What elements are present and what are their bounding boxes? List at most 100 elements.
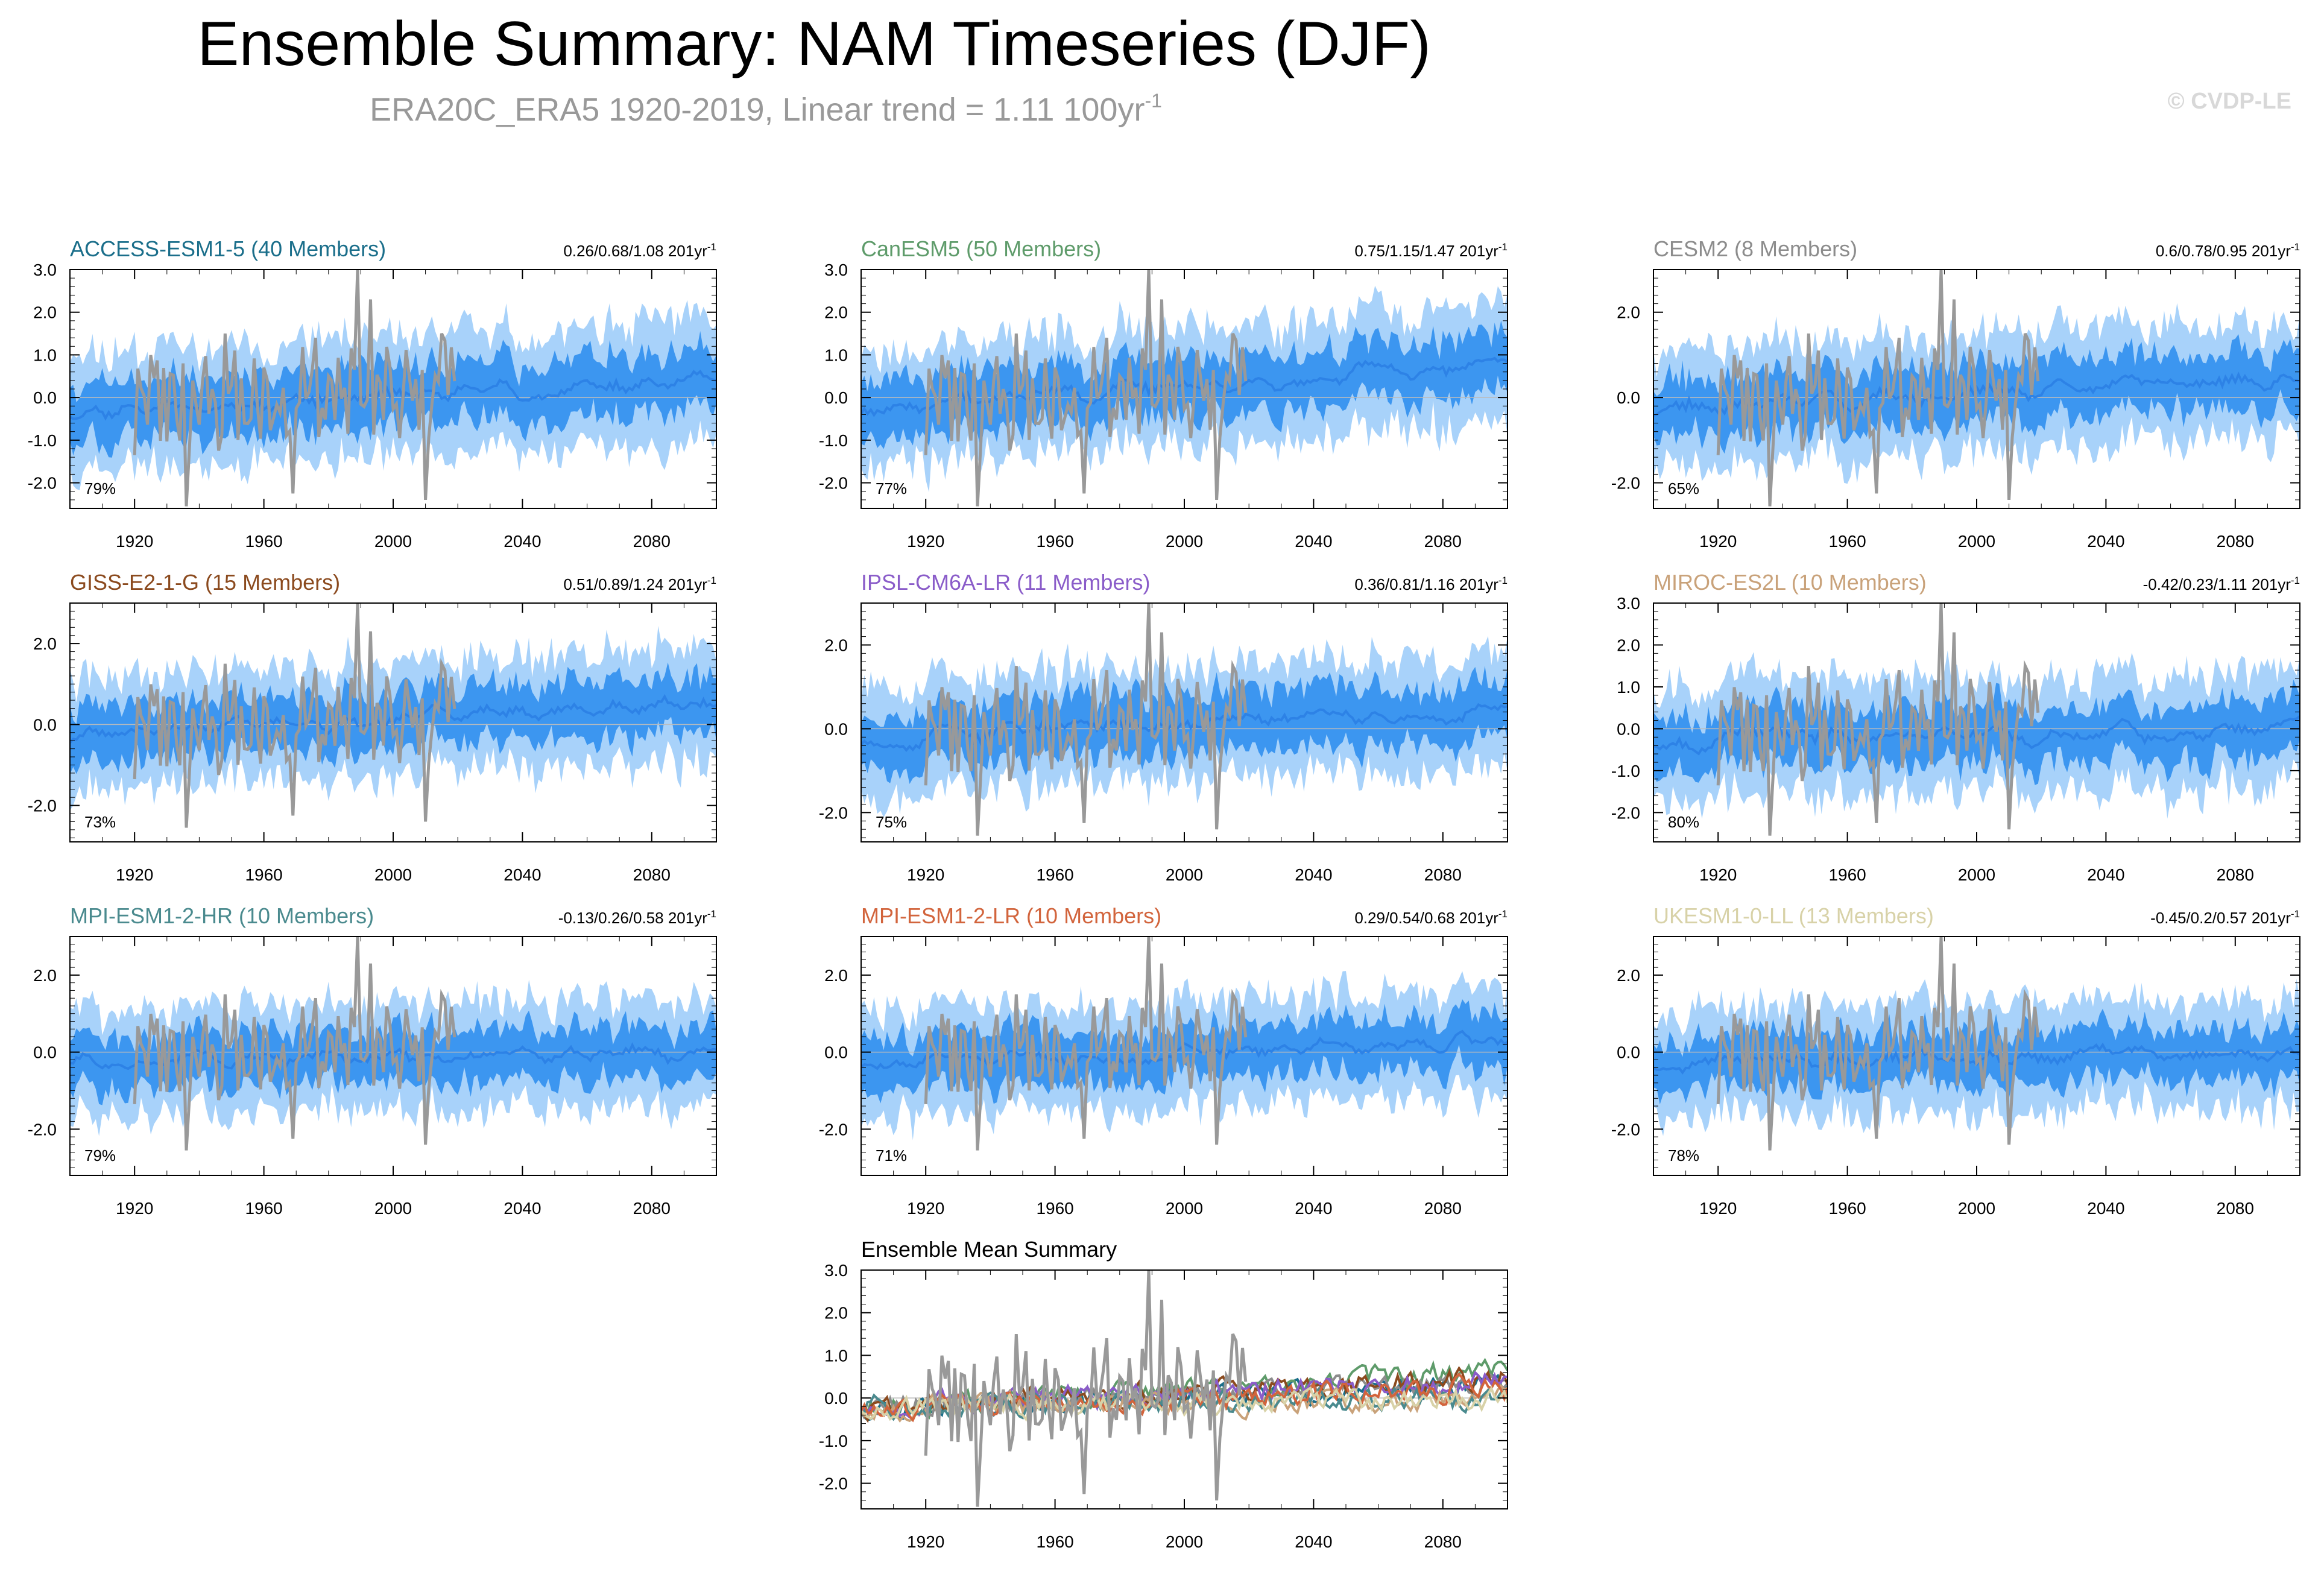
x-tick-label: 2000 [374,865,412,884]
x-tick-label: 1960 [1036,532,1073,551]
panel-9: UKESM1-0-LL (13 Members) -0.45/0.2/0.57 2… [1611,903,2300,1218]
y-tick-label: -1.0 [28,431,57,450]
x-tick-label: 1920 [116,532,153,551]
observation-line [133,603,456,828]
y-tick-label: 0.0 [1617,388,1640,407]
x-tick-label: 2000 [374,532,412,551]
x-tick-label: 2080 [633,1199,671,1218]
panel-title: GISS-E2-1-G (15 Members) [70,570,340,595]
x-tick-label: 1960 [1036,1199,1073,1218]
panel-10: Ensemble Mean Summary 3.0 2.0 1.0 0.0 -1.0 -2.… [819,1237,1508,1551]
x-tick-label: 2000 [1958,532,1995,551]
plot-area [1653,603,2300,836]
x-tick-label: 2040 [1295,1199,1332,1218]
y-tick-label: 1.0 [824,1346,848,1365]
y-tick-label: 3.0 [1617,594,1640,613]
y-tick-label: 2.0 [1617,636,1640,654]
y-tick-label: 2.0 [33,966,57,985]
y-tick-label: -1.0 [1611,762,1640,780]
observation-line [924,270,1248,507]
y-tick-label: 1.0 [1617,678,1640,697]
x-tick-label: 1920 [907,865,944,884]
plot-area [70,603,716,828]
x-tick-label: 2080 [1424,532,1462,551]
x-tick-label: 2080 [633,865,671,884]
panel-6: MIROC-ES2L (10 Members) -0.42/0.23/1.11 2… [1611,570,2300,884]
panel-3: CESM2 (8 Members) 0.6/0.78/0.95 201yr-1 2.… [1611,236,2300,551]
ensemble-mean-series [861,1385,1508,1422]
y-tick-label: 0.0 [824,1389,848,1408]
panel-title: CESM2 (8 Members) [1653,236,1857,261]
x-tick-label: 2000 [1166,1199,1203,1218]
plot-area [1653,270,2300,507]
x-tick-label: 1960 [245,1199,282,1218]
x-tick-label: 2080 [2217,1199,2254,1218]
panel-5: IPSL-CM6A-LR (11 Members) 0.36/0.81/1.16 … [819,570,1508,884]
observation-line [1716,270,2040,507]
observation-line [133,937,456,1151]
x-tick-label: 1920 [907,532,944,551]
pattern-correlation-label: 73% [84,813,116,831]
panel-trend-label: 0.51/0.89/1.24 201yr-1 [563,575,716,593]
x-tick-label: 1920 [1699,532,1737,551]
plot-area [861,1270,1508,1507]
panel-8: MPI-ESM1-2-LR (10 Members) 0.29/0.54/0.68… [819,903,1508,1218]
panel-title: MPI-ESM1-2-LR (10 Members) [861,903,1161,928]
observation-line [1716,603,2040,836]
figure-subtitle: ERA20C_ERA5 1920-2019, Linear trend = 1.… [370,90,1162,128]
panel-title: MIROC-ES2L (10 Members) [1653,570,1927,595]
y-tick-label: -2.0 [1611,1120,1640,1139]
panel-trend-label: -0.42/0.23/1.11 201yr-1 [2143,575,2300,593]
x-tick-label: 2080 [1424,1199,1462,1218]
pattern-correlation-label: 75% [876,813,907,831]
x-tick-label: 1960 [1828,865,1866,884]
x-tick-label: 2040 [2087,532,2124,551]
y-tick-label: 0.0 [33,715,57,734]
copyright-mark: © CVDP-LE [2168,89,2291,114]
panel-trend-label: -0.45/0.2/0.57 201yr-1 [2150,908,2300,927]
x-tick-label: 2080 [1424,1532,1462,1551]
y-tick-label: 3.0 [824,1261,848,1280]
y-tick-label: -2.0 [819,1475,848,1493]
y-tick-label: 2.0 [824,1304,848,1323]
y-tick-label: 3.0 [33,261,57,279]
y-tick-label: 0.0 [1617,719,1640,738]
pattern-correlation-label: 80% [1668,813,1699,831]
ensemble-inner-band [861,320,1508,449]
x-tick-label: 2040 [2087,865,2124,884]
pattern-correlation-label: 65% [1668,479,1699,498]
x-tick-label: 1920 [116,865,153,884]
x-tick-label: 2040 [1295,532,1332,551]
plot-area [70,270,716,507]
y-tick-label: 2.0 [1617,966,1640,985]
panel-4: GISS-E2-1-G (15 Members) 0.51/0.89/1.24 2… [28,570,717,884]
y-tick-label: 0.0 [33,388,57,407]
x-tick-label: 2080 [633,532,671,551]
observation-line [133,270,456,507]
x-tick-label: 1960 [1828,1199,1866,1218]
y-tick-label: 0.0 [33,1043,57,1062]
x-tick-label: 1960 [1036,1532,1073,1551]
y-tick-label: -1.0 [819,1432,848,1450]
y-tick-label: -2.0 [819,1120,848,1139]
x-tick-label: 1920 [907,1532,944,1551]
x-tick-label: 1960 [1036,865,1073,884]
x-tick-label: 2040 [504,532,541,551]
panel-2: CanESM5 (50 Members) 0.75/1.15/1.47 201yr… [819,236,1508,551]
plot-area [861,603,1508,836]
x-tick-label: 1960 [245,532,282,551]
plot-area [70,937,716,1151]
observation-line [1716,937,2040,1151]
y-tick-label: -2.0 [819,803,848,822]
x-tick-label: 1960 [1828,532,1866,551]
figure-title: Ensemble Summary: NAM Timeseries (DJF) [197,9,1431,79]
y-tick-label: 0.0 [824,719,848,738]
x-tick-label: 2080 [2217,532,2254,551]
x-tick-label: 2000 [374,1199,412,1218]
plot-area [861,937,1508,1151]
panel-title: UKESM1-0-LL (13 Members) [1653,903,1934,928]
panel-title: Ensemble Mean Summary [861,1237,1117,1262]
panel-7: MPI-ESM1-2-HR (10 Members) -0.13/0.26/0.5… [28,903,717,1218]
x-tick-label: 1920 [116,1199,153,1218]
